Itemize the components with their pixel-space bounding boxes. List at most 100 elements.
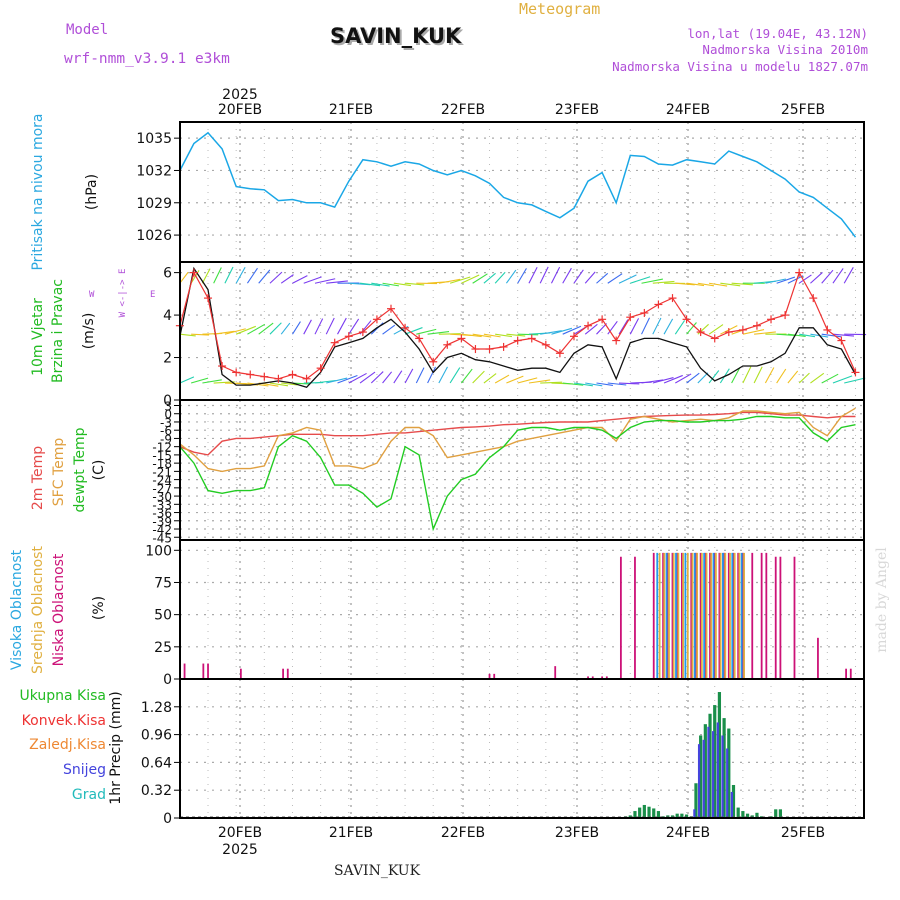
wind-barb: [584, 271, 596, 284]
wind-barb: [674, 320, 686, 335]
y-tick-label: -21: [152, 465, 172, 479]
cloud-high-side-title: Visoka Oblacnost: [9, 549, 25, 670]
wind-barb: [281, 382, 298, 386]
wind-barb: [416, 328, 437, 335]
temp2m-side-title: 2m Temp: [30, 446, 46, 510]
wind-barb: [427, 330, 450, 335]
wind-barb: [618, 382, 640, 385]
wind-barb: [404, 368, 414, 384]
wind-barb: [787, 275, 804, 284]
wind-barb: [370, 371, 384, 384]
wind-barb: [562, 382, 584, 386]
wind-barb: [280, 322, 291, 335]
total-rain-bar: [675, 813, 679, 818]
total-rain-bar: [656, 811, 661, 818]
wind-barb: [235, 266, 246, 284]
wind-barb: [495, 333, 513, 338]
snow-bar: [707, 726, 710, 818]
wind-barb: [224, 266, 234, 284]
y-tick-label: 1026: [136, 228, 172, 244]
y-tick-label: -18: [152, 457, 172, 471]
wind-barb: [191, 333, 210, 336]
wind-barb: [686, 322, 697, 335]
wind-barb: [213, 330, 235, 335]
wind-barb: [517, 333, 539, 336]
total-rain-bar: [722, 718, 726, 818]
wind-barb: [303, 276, 322, 284]
snow-bar: [730, 791, 733, 818]
wind-barb: [652, 377, 674, 384]
y-tick-label: 100: [145, 543, 172, 559]
model-label: Model: [66, 22, 108, 38]
wind-barb: [832, 333, 855, 337]
wind-barb: [686, 282, 705, 287]
wind-barb: [382, 371, 393, 384]
wind-barb: [618, 274, 637, 284]
wind-barb: [461, 274, 480, 284]
y-tick-label: -33: [152, 498, 172, 512]
wind-barb: [652, 317, 662, 335]
bottom-day-label: 24FEB: [666, 825, 710, 841]
cloud-mid-side-title: Srednja Oblacnost: [30, 546, 46, 674]
wind-barb: [292, 382, 311, 385]
total-rain-bar: [713, 705, 717, 818]
station-title-shadow: SAVIN_KUK: [332, 26, 464, 50]
y-tick-label: 1029: [136, 196, 172, 212]
y-tick-label: -30: [152, 490, 172, 504]
compass-east: E: [150, 290, 155, 300]
y-tick-label: 0.64: [141, 755, 172, 771]
wind-barb: [325, 317, 335, 335]
temp2m-line: [179, 411, 856, 456]
wind-compass: W <-|-> E W E: [89, 269, 155, 318]
y-tick-label: 1.28: [141, 700, 172, 716]
wind-side-title-1: 10m Vjetar: [30, 298, 46, 376]
wind-barb: [303, 319, 312, 335]
wind-barb: [326, 377, 348, 384]
wind-barb: [190, 377, 209, 384]
wind-barb: [427, 366, 437, 384]
wind-barb: [348, 372, 367, 384]
wind-barb: [697, 282, 714, 287]
total-rain-bar: [642, 804, 646, 818]
wind-barb: [337, 317, 347, 335]
total-rain-bar: [703, 724, 707, 818]
sfc-temp-side-title: SFC Temp: [51, 438, 67, 507]
wind-barb: [224, 328, 246, 335]
wind-barb: [675, 373, 692, 384]
wind-barb: [652, 280, 675, 284]
wind-barb: [460, 368, 473, 384]
footer-station: SAVIN_KUK: [334, 863, 421, 879]
wind-barb: [213, 267, 222, 284]
y-tick-label: -45: [152, 531, 172, 545]
top-year-label: 2025: [222, 87, 258, 103]
wind-speed-line: [179, 266, 857, 389]
snow-bar: [693, 809, 696, 818]
wind-barb: [641, 317, 651, 335]
wind-barb: [517, 268, 527, 284]
y-tick-label: -39: [152, 515, 172, 529]
top-time-axis: 2025 20FEB 21FEB 22FEB 23FEB 24FEB 25FEB: [218, 87, 825, 118]
bottom-day-label: 22FEB: [441, 825, 485, 841]
total-rain-bar: [736, 807, 740, 818]
wind-barb: [393, 370, 403, 384]
y-tick-label: 6: [163, 266, 172, 282]
wind-barb: [472, 273, 488, 284]
wind-barb: [382, 282, 399, 287]
wind-barb: [776, 368, 787, 384]
wind-barb: [596, 382, 614, 386]
y-tick-label: 50: [154, 608, 172, 624]
y-tick-label: -36: [152, 507, 172, 521]
total-rain-bar: [708, 713, 712, 818]
wind-barb: [585, 382, 603, 387]
legend-snow: Snijeg: [63, 762, 106, 778]
wind-barb: [742, 366, 752, 384]
wind-barb: [821, 269, 834, 284]
model-name: wrf-nmm_v3.9.1 e3km: [64, 51, 230, 67]
wind-barb: [179, 333, 196, 337]
bottom-day-label: 23FEB: [555, 825, 599, 841]
wind-barb: [528, 379, 551, 384]
wind-barb: [517, 377, 538, 384]
wind-barb: [731, 282, 753, 286]
wind-barb: [494, 374, 510, 384]
